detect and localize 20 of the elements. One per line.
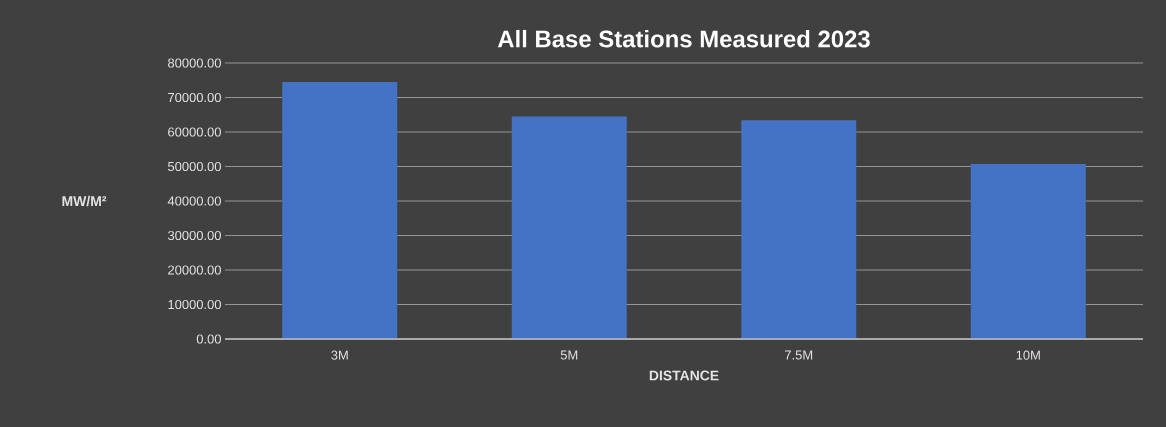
chart-title: All Base Stations Measured 2023	[497, 29, 870, 48]
y-tick-label: 20000.00	[168, 265, 221, 275]
y-tick-label: 70000.00	[168, 92, 221, 103]
y-tick-label: 0.00	[196, 334, 221, 344]
x-tick-label: 7.5M	[785, 350, 813, 360]
y-tick-label: 60000.00	[168, 127, 221, 137]
x-tick-label: 10M	[1016, 350, 1040, 360]
y-tick-label: 10000.00	[168, 299, 221, 310]
bar	[511, 116, 627, 339]
bar	[282, 81, 398, 339]
x-tick-label: 5M	[560, 350, 578, 360]
bar	[741, 120, 857, 339]
bar	[970, 164, 1086, 339]
y-tick-label: 30000.00	[167, 230, 221, 241]
y-axis-title: MW/M²	[62, 195, 107, 207]
y-tick-label: 50000.00	[167, 161, 221, 172]
x-axis-title: DISTANCE	[649, 370, 719, 381]
y-tick-label: 40000.00	[167, 196, 221, 206]
y-tick-label: 80000.00	[168, 58, 221, 68]
x-tick-label: 3M	[331, 350, 348, 360]
